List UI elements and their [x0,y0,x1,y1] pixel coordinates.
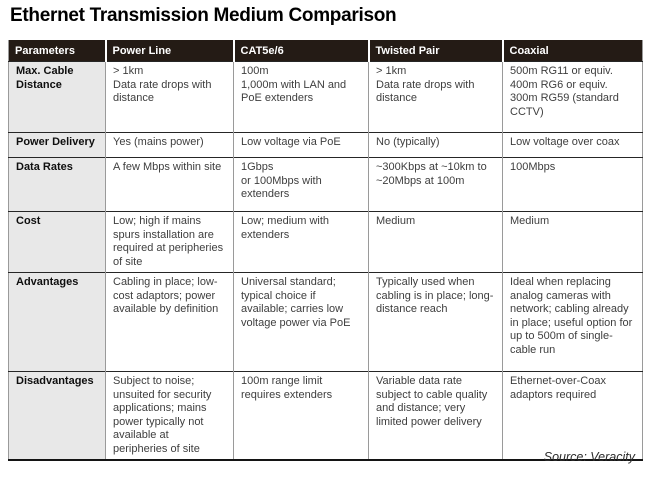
row-header: Power Delivery [8,132,106,158]
column-header-twisted-pair: Twisted Pair [367,40,503,62]
header-row: Parameters Power Line CAT5e/6 Twisted Pa… [8,40,643,62]
table-cell: Low voltage via PoE [233,132,369,158]
table-cell: A few Mbps within site [105,157,234,212]
table-row: Data Rates A few Mbps within site 1Gbps … [8,157,643,212]
table-cell: Typically used when cabling is in place;… [368,272,503,372]
table-cell: > 1km Data rate drops with distance [105,61,234,133]
table-cell: Ethernet-over-Coax adaptors required [502,371,643,460]
table-cell: Cabling in place; low-cost adaptors; pow… [105,272,234,372]
table-row: Power Delivery Yes (mains power) Low vol… [8,132,643,158]
row-header: Max. Cable Distance [8,61,106,133]
table-row: Max. Cable Distance > 1km Data rate drop… [8,61,643,133]
row-header: Advantages [8,272,106,372]
table-cell: Low voltage over coax [502,132,643,158]
table-cell: Ideal when replacing analog cameras with… [502,272,643,372]
table-cell: No (typically) [368,132,503,158]
column-header-power-line: Power Line [104,40,234,62]
table-cell: > 1km Data rate drops with distance [368,61,503,133]
table-cell: Yes (mains power) [105,132,234,158]
table-cell: Medium [368,211,503,273]
table-cell: Medium [502,211,643,273]
table-cell: 100Mbps [502,157,643,212]
column-header-parameters: Parameters [8,40,106,62]
table-row: Cost Low; high if mains spurs installati… [8,211,643,273]
source-credit: Source: Veracity [543,450,635,464]
table-cell: Subject to noise; unsuited for security … [105,371,234,460]
table-row: Advantages Cabling in place; low-cost ad… [8,272,643,372]
table-cell: Low; medium with extenders [233,211,369,273]
comparison-table: Parameters Power Line CAT5e/6 Twisted Pa… [8,40,643,461]
row-header: Disadvantages [8,371,106,460]
table-cell: 500m RG11 or equiv. 400m RG6 or equiv. 3… [502,61,643,133]
row-header: Cost [8,211,106,273]
table-cell: Universal standard; typical choice if av… [233,272,369,372]
table-cell: Low; high if mains spurs installation ar… [105,211,234,273]
table-cell: 100m range limit requires extenders [233,371,369,460]
table-row: Disadvantages Subject to noise; unsuited… [8,371,643,460]
table-cell: Variable data rate subject to cable qual… [368,371,503,460]
table-cell: ~300Kbps at ~10km to ~20Mbps at 100m [368,157,503,212]
table-cell: 1Gbps or 100Mbps with extenders [233,157,369,212]
row-header: Data Rates [8,157,106,212]
column-header-coaxial: Coaxial [501,40,643,62]
column-header-cat5e6: CAT5e/6 [232,40,369,62]
table-cell: 100m 1,000m with LAN and PoE extenders [233,61,369,133]
page-title: Ethernet Transmission Medium Comparison [10,5,397,26]
